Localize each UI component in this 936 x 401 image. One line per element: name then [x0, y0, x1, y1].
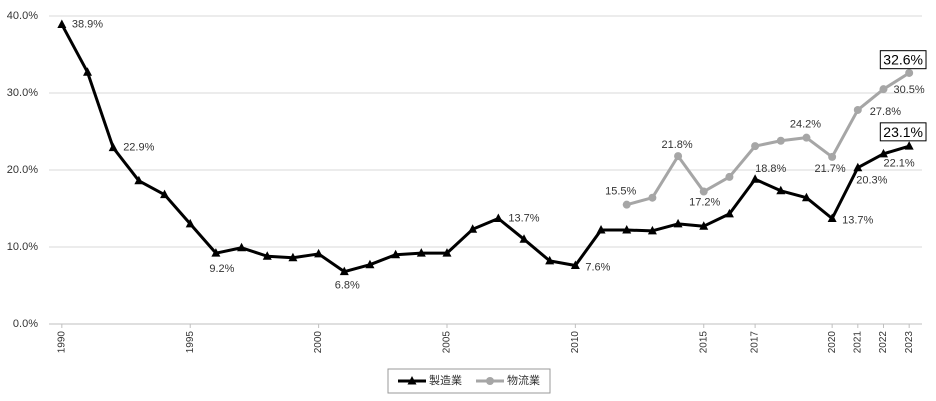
series-line: [626, 71, 910, 207]
data-label: 15.5%: [605, 186, 636, 198]
data-label: 22.1%: [883, 158, 914, 170]
x-tick-label: 2020: [827, 331, 838, 354]
point-marker: [648, 193, 657, 202]
point-marker: [211, 248, 221, 257]
x-tick-label: 2021: [852, 331, 863, 354]
data-label: 23.1%: [883, 124, 923, 140]
point-marker: [827, 213, 837, 223]
point-marker: [339, 266, 349, 276]
point-marker: [134, 175, 144, 185]
y-tick-label: 10.0%: [7, 241, 38, 253]
x-tick-label: 2015: [698, 331, 709, 354]
point-marker: [108, 142, 118, 152]
data-label: 7.6%: [585, 261, 610, 273]
point-marker: [802, 133, 811, 142]
point-marker: [314, 248, 324, 258]
point-marker: [57, 19, 67, 28]
legend: 製造業 物流業: [387, 368, 551, 394]
point-marker: [493, 213, 503, 223]
point-marker: [185, 218, 195, 228]
data-label: 13.7%: [842, 214, 873, 226]
point-marker: [776, 185, 786, 195]
point-marker: [699, 187, 708, 196]
legend-marker: [486, 377, 494, 385]
point-marker: [801, 192, 811, 202]
point-marker: [570, 260, 580, 269]
data-label: 9.2%: [209, 263, 234, 275]
label-box: [879, 50, 927, 70]
point-marker: [673, 218, 683, 228]
legend-label: 物流業: [507, 373, 540, 387]
data-label: 27.8%: [870, 106, 901, 118]
point-marker: [699, 221, 709, 230]
data-label: 17.2%: [689, 196, 720, 208]
x-tick-label: 2023: [904, 331, 915, 354]
data-label: 21.8%: [661, 139, 692, 151]
data-label: 20.3%: [856, 175, 887, 187]
point-marker: [751, 142, 760, 151]
x-tick-label: 2000: [313, 331, 324, 354]
point-marker: [262, 251, 272, 260]
series-line: [60, 23, 910, 274]
legend-marker: [407, 376, 417, 385]
point-marker: [519, 234, 529, 243]
point-marker: [853, 105, 862, 114]
x-tick-label: 1995: [185, 331, 196, 354]
x-tick-label: 1990: [56, 331, 67, 354]
point-marker: [416, 248, 426, 257]
point-marker: [622, 225, 632, 234]
point-marker: [365, 259, 375, 269]
x-tick-label: 2010: [570, 331, 581, 354]
data-label: 18.8%: [755, 163, 786, 175]
legend-label: 製造業: [429, 373, 462, 387]
point-marker: [237, 242, 247, 252]
y-tick-label: 0.0%: [13, 318, 38, 330]
point-marker: [725, 172, 734, 181]
data-label: 30.5%: [893, 84, 924, 96]
data-label: 22.9%: [123, 142, 154, 154]
point-marker: [828, 152, 837, 161]
point-marker: [442, 248, 452, 257]
point-marker: [622, 200, 631, 209]
y-tick-label: 20.0%: [7, 164, 38, 176]
data-label: 38.9%: [72, 18, 103, 30]
point-marker: [160, 189, 170, 199]
data-label: 6.8%: [335, 280, 360, 292]
point-marker: [724, 208, 734, 218]
point-marker: [391, 249, 401, 259]
point-marker: [878, 148, 888, 158]
y-tick-label: 40.0%: [7, 10, 38, 22]
point-marker: [288, 252, 298, 262]
point-marker: [750, 174, 760, 183]
x-tick-label: 2005: [442, 331, 453, 354]
data-label: 24.2%: [790, 119, 821, 131]
point-marker: [647, 225, 657, 235]
point-marker: [596, 225, 606, 234]
x-tick-label: 2022: [878, 331, 889, 354]
point-marker: [904, 141, 914, 150]
point-marker: [879, 85, 888, 94]
data-label: 21.7%: [815, 163, 846, 175]
label-box: [879, 122, 927, 142]
point-marker: [545, 255, 555, 265]
data-label: 32.6%: [883, 52, 923, 68]
x-tick-label: 2017: [750, 331, 761, 354]
point-marker: [776, 136, 785, 145]
point-marker: [674, 152, 683, 161]
point-marker: [468, 224, 478, 233]
y-tick-label: 30.0%: [7, 87, 38, 99]
point-marker: [905, 68, 914, 77]
point-marker: [853, 162, 863, 172]
data-label: 13.7%: [508, 212, 539, 224]
point-marker: [83, 67, 93, 76]
